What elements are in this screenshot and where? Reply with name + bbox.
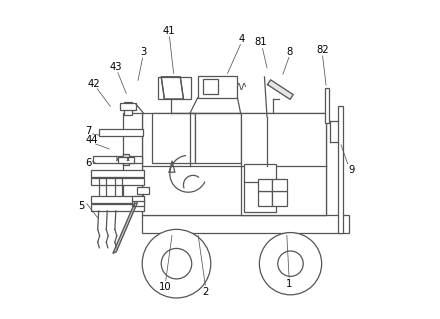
Bar [132,200,144,205]
Bar [142,114,326,215]
Bar [258,191,272,205]
Bar [120,103,136,110]
Bar [92,196,144,203]
Text: 41: 41 [163,26,176,36]
Bar [244,180,275,212]
Text: 81: 81 [254,37,267,47]
Text: 2: 2 [202,287,209,297]
Text: 5: 5 [79,201,85,211]
Bar [194,114,241,163]
Bar [92,170,144,177]
Text: 82: 82 [316,45,329,55]
Text: 6: 6 [85,158,92,168]
Bar [137,188,149,195]
Circle shape [142,229,211,298]
Circle shape [161,249,192,279]
Polygon shape [161,77,183,99]
Polygon shape [268,80,293,100]
Bar [272,191,287,205]
Bar [241,114,326,215]
Bar [99,129,143,136]
Bar [132,196,144,201]
Text: 3: 3 [140,47,146,57]
Bar [158,77,191,99]
Bar [152,114,194,163]
Text: 44: 44 [85,136,98,145]
Bar [203,79,218,94]
Text: 43: 43 [110,63,122,72]
Circle shape [278,251,303,276]
Bar [244,164,275,182]
Text: 7: 7 [85,126,92,136]
Text: 8: 8 [287,47,293,56]
Bar [142,215,348,233]
Text: 9: 9 [348,165,355,175]
Text: 4: 4 [238,34,245,44]
Bar [198,76,238,98]
Text: 1: 1 [286,279,293,289]
Bar [258,179,272,191]
Text: 10: 10 [159,282,172,292]
Bar [124,102,132,115]
Bar [123,154,129,165]
Bar [93,156,142,163]
Bar [118,157,134,163]
Polygon shape [113,203,137,253]
Bar [92,178,144,185]
Text: 42: 42 [87,79,100,89]
Bar [123,114,142,201]
Bar [272,179,287,191]
Circle shape [260,233,322,295]
Bar [338,106,343,233]
Bar [325,88,329,123]
Bar [92,204,144,211]
